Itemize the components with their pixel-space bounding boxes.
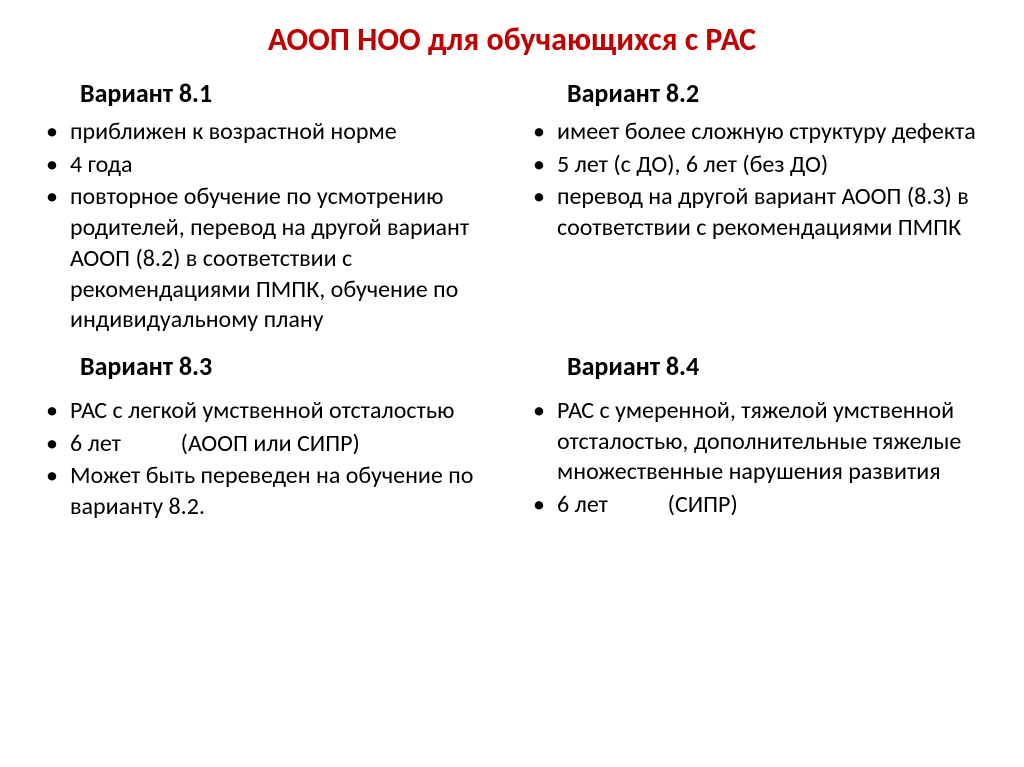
col-right-bottom: Вариант 8.4 РАС с умеренной, тяжелой умс… <box>527 350 984 537</box>
list-v81: приближен к возрастной норме 4 года повт… <box>40 117 497 336</box>
page-title: АООП НОО для обучающихся с РАС <box>40 20 984 59</box>
list-item: приближен к возрастной норме <box>40 117 497 148</box>
list-item: Может быть переведен на обучение по вари… <box>40 461 497 522</box>
heading-v81: Вариант 8.1 <box>40 77 497 109</box>
list-v82: имеет более сложную структуру дефекта 5 … <box>527 117 984 244</box>
list-v83: РАС с легкой умственной отсталостью 6 ле… <box>40 396 497 523</box>
heading-v83: Вариант 8.3 <box>40 350 497 382</box>
col-left-bottom: Вариант 8.3 РАС с легкой умственной отст… <box>40 350 497 537</box>
heading-v82: Вариант 8.2 <box>527 77 984 109</box>
col-left-top: Вариант 8.1 приближен к возрастной норме… <box>40 77 497 350</box>
list-item: 6 лет (АООП или СИПР) <box>40 429 497 460</box>
col-right-top: Вариант 8.2 имеет более сложную структур… <box>527 77 984 350</box>
list-item: РАС с легкой умственной отсталостью <box>40 396 497 427</box>
heading-v84: Вариант 8.4 <box>527 350 984 382</box>
list-item: РАС с умеренной, тяжелой умственной отст… <box>527 396 984 488</box>
list-item: имеет более сложную структуру дефекта <box>527 117 984 148</box>
list-v84: РАС с умеренной, тяжелой умственной отст… <box>527 396 984 521</box>
list-item: 4 года <box>40 150 497 181</box>
list-item: 6 лет (СИПР) <box>527 490 984 521</box>
list-item: повторное обучение по усмотрению родител… <box>40 182 497 336</box>
list-item: 5 лет (с ДО), 6 лет (без ДО) <box>527 150 984 181</box>
list-item: перевод на другой вариант АООП (8.3) в с… <box>527 182 984 243</box>
content-grid: Вариант 8.1 приближен к возрастной норме… <box>40 77 984 537</box>
